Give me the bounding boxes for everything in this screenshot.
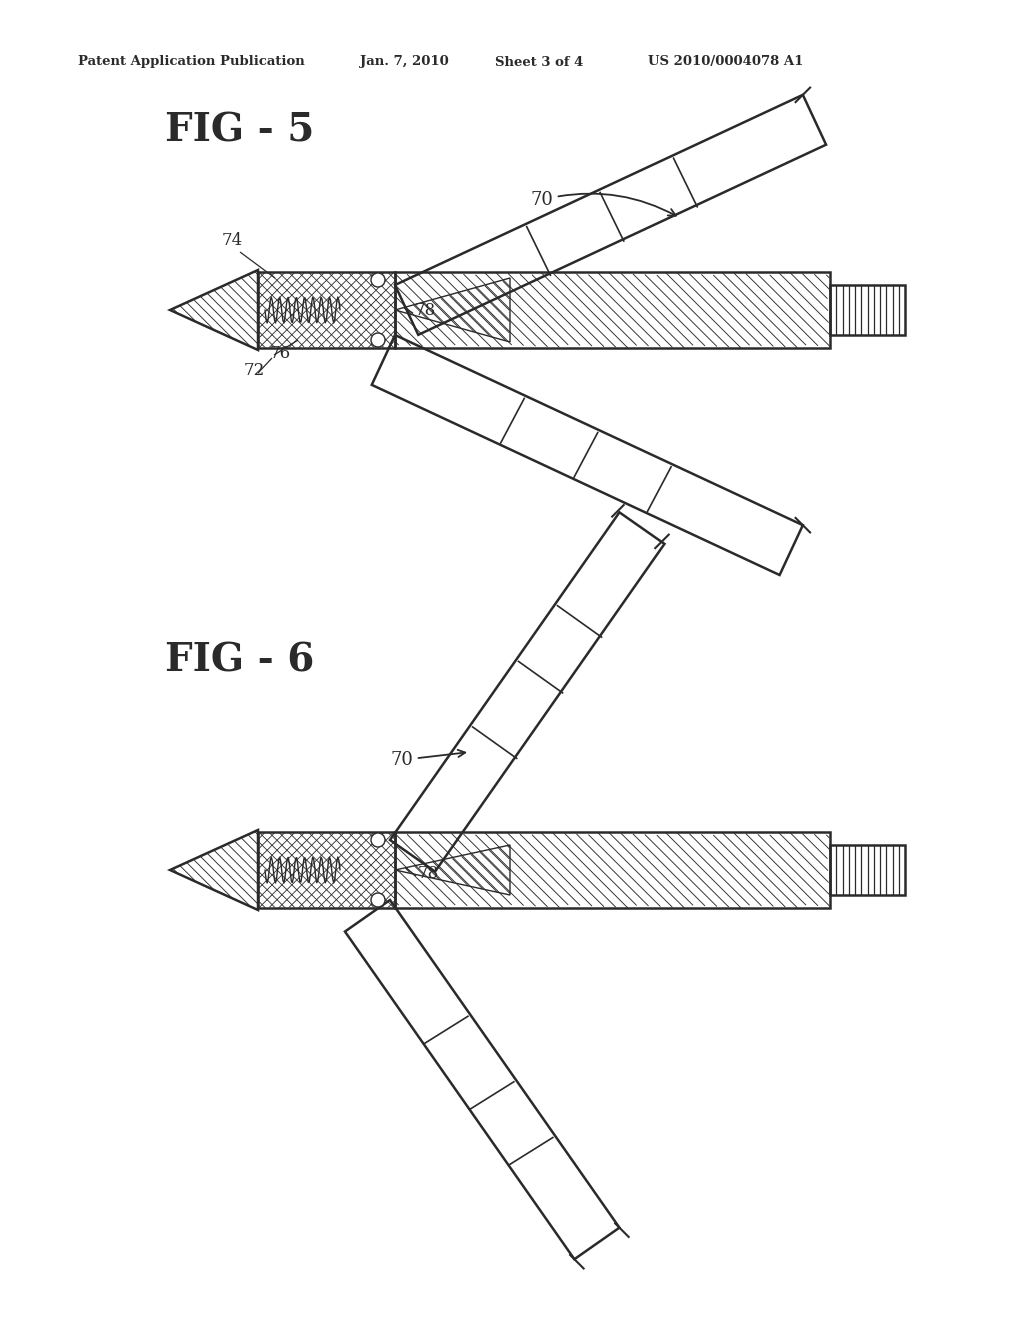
Circle shape <box>371 833 385 847</box>
Text: FIG - 5: FIG - 5 <box>165 111 314 149</box>
Circle shape <box>371 894 385 907</box>
Text: Jan. 7, 2010: Jan. 7, 2010 <box>360 55 449 69</box>
Text: 78: 78 <box>418 865 439 882</box>
Text: Patent Application Publication: Patent Application Publication <box>78 55 305 69</box>
Text: US 2010/0004078 A1: US 2010/0004078 A1 <box>648 55 804 69</box>
Circle shape <box>371 273 385 286</box>
Text: 72: 72 <box>244 362 265 379</box>
Text: FIG - 6: FIG - 6 <box>165 642 314 678</box>
Text: 76: 76 <box>270 345 291 362</box>
Text: 74: 74 <box>222 232 244 249</box>
Text: Sheet 3 of 4: Sheet 3 of 4 <box>495 55 584 69</box>
Text: 70: 70 <box>390 750 465 770</box>
Text: 78: 78 <box>415 302 436 319</box>
Text: 70: 70 <box>530 191 676 215</box>
Circle shape <box>371 333 385 347</box>
